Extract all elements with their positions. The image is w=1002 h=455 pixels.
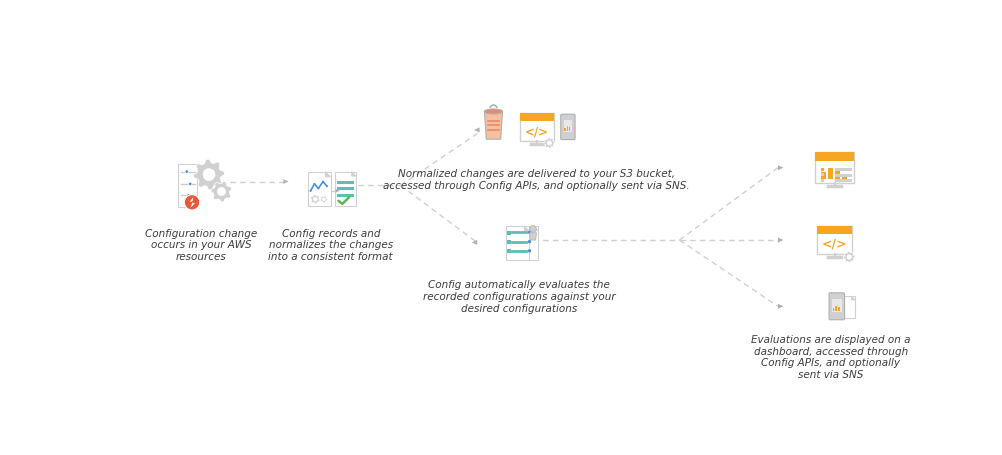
FancyBboxPatch shape	[821, 172, 826, 180]
Polygon shape	[352, 172, 356, 177]
Circle shape	[322, 181, 324, 183]
FancyBboxPatch shape	[820, 174, 823, 177]
Polygon shape	[320, 196, 328, 203]
Text: </>: </>	[821, 237, 847, 250]
Polygon shape	[778, 166, 783, 171]
Polygon shape	[778, 238, 783, 243]
FancyBboxPatch shape	[835, 306, 837, 312]
FancyBboxPatch shape	[507, 241, 510, 244]
Polygon shape	[471, 240, 477, 245]
Circle shape	[313, 198, 317, 202]
FancyBboxPatch shape	[560, 115, 574, 140]
Polygon shape	[474, 128, 479, 133]
FancyBboxPatch shape	[816, 227, 852, 254]
FancyBboxPatch shape	[816, 227, 852, 234]
Circle shape	[217, 188, 225, 196]
Circle shape	[184, 171, 188, 174]
FancyBboxPatch shape	[568, 128, 570, 132]
Polygon shape	[543, 138, 554, 149]
Ellipse shape	[484, 110, 502, 115]
FancyBboxPatch shape	[835, 172, 840, 180]
Polygon shape	[210, 182, 231, 202]
FancyBboxPatch shape	[563, 121, 572, 133]
Polygon shape	[524, 227, 529, 231]
Circle shape	[322, 198, 325, 201]
Polygon shape	[335, 189, 340, 193]
Circle shape	[202, 169, 214, 181]
Circle shape	[846, 255, 851, 260]
FancyBboxPatch shape	[815, 153, 853, 184]
FancyBboxPatch shape	[519, 114, 553, 121]
Circle shape	[527, 240, 531, 244]
FancyBboxPatch shape	[815, 153, 853, 162]
FancyBboxPatch shape	[507, 250, 510, 253]
FancyBboxPatch shape	[828, 168, 833, 180]
Polygon shape	[325, 172, 331, 177]
FancyBboxPatch shape	[308, 172, 331, 207]
FancyBboxPatch shape	[839, 297, 855, 318]
FancyBboxPatch shape	[519, 114, 553, 142]
Polygon shape	[193, 160, 224, 191]
FancyBboxPatch shape	[505, 227, 529, 261]
Polygon shape	[529, 233, 536, 241]
Text: Configuration change
occurs in your AWS
resources: Configuration change occurs in your AWS …	[145, 228, 258, 261]
FancyBboxPatch shape	[832, 299, 841, 312]
FancyBboxPatch shape	[566, 127, 567, 132]
FancyBboxPatch shape	[564, 129, 565, 132]
Text: Normalized changes are delivered to your S3 bucket,
accessed through Config APIs: Normalized changes are delivered to your…	[383, 169, 688, 191]
Circle shape	[547, 142, 551, 146]
FancyBboxPatch shape	[842, 174, 847, 180]
Text: Config records and
normalizes the changes
into a consistent format: Config records and normalizes the change…	[269, 228, 393, 261]
FancyBboxPatch shape	[837, 307, 839, 312]
Circle shape	[529, 226, 536, 233]
Circle shape	[314, 183, 315, 185]
FancyBboxPatch shape	[515, 227, 538, 261]
FancyBboxPatch shape	[820, 168, 823, 172]
Text: Evaluations are displayed on a
dashboard, accessed through
Config APIs, and opti: Evaluations are displayed on a dashboard…	[750, 334, 910, 379]
FancyBboxPatch shape	[335, 172, 356, 207]
FancyBboxPatch shape	[832, 308, 834, 312]
Circle shape	[310, 191, 312, 192]
Circle shape	[326, 186, 328, 187]
Polygon shape	[843, 252, 854, 263]
FancyBboxPatch shape	[820, 179, 823, 182]
Polygon shape	[284, 180, 289, 184]
Polygon shape	[484, 112, 502, 140]
Circle shape	[186, 194, 190, 197]
Circle shape	[184, 195, 199, 211]
Circle shape	[527, 250, 531, 253]
Polygon shape	[311, 195, 320, 205]
Circle shape	[188, 183, 191, 186]
Polygon shape	[778, 304, 783, 309]
Polygon shape	[851, 297, 855, 300]
Circle shape	[527, 231, 531, 234]
Circle shape	[317, 188, 319, 190]
Polygon shape	[189, 197, 195, 208]
FancyBboxPatch shape	[829, 293, 844, 320]
FancyBboxPatch shape	[507, 231, 510, 235]
FancyBboxPatch shape	[178, 164, 197, 207]
Text: Config automatically evaluates the
recorded configurations against your
desired : Config automatically evaluates the recor…	[422, 280, 615, 313]
Text: </>: </>	[524, 126, 548, 139]
Polygon shape	[533, 227, 538, 231]
